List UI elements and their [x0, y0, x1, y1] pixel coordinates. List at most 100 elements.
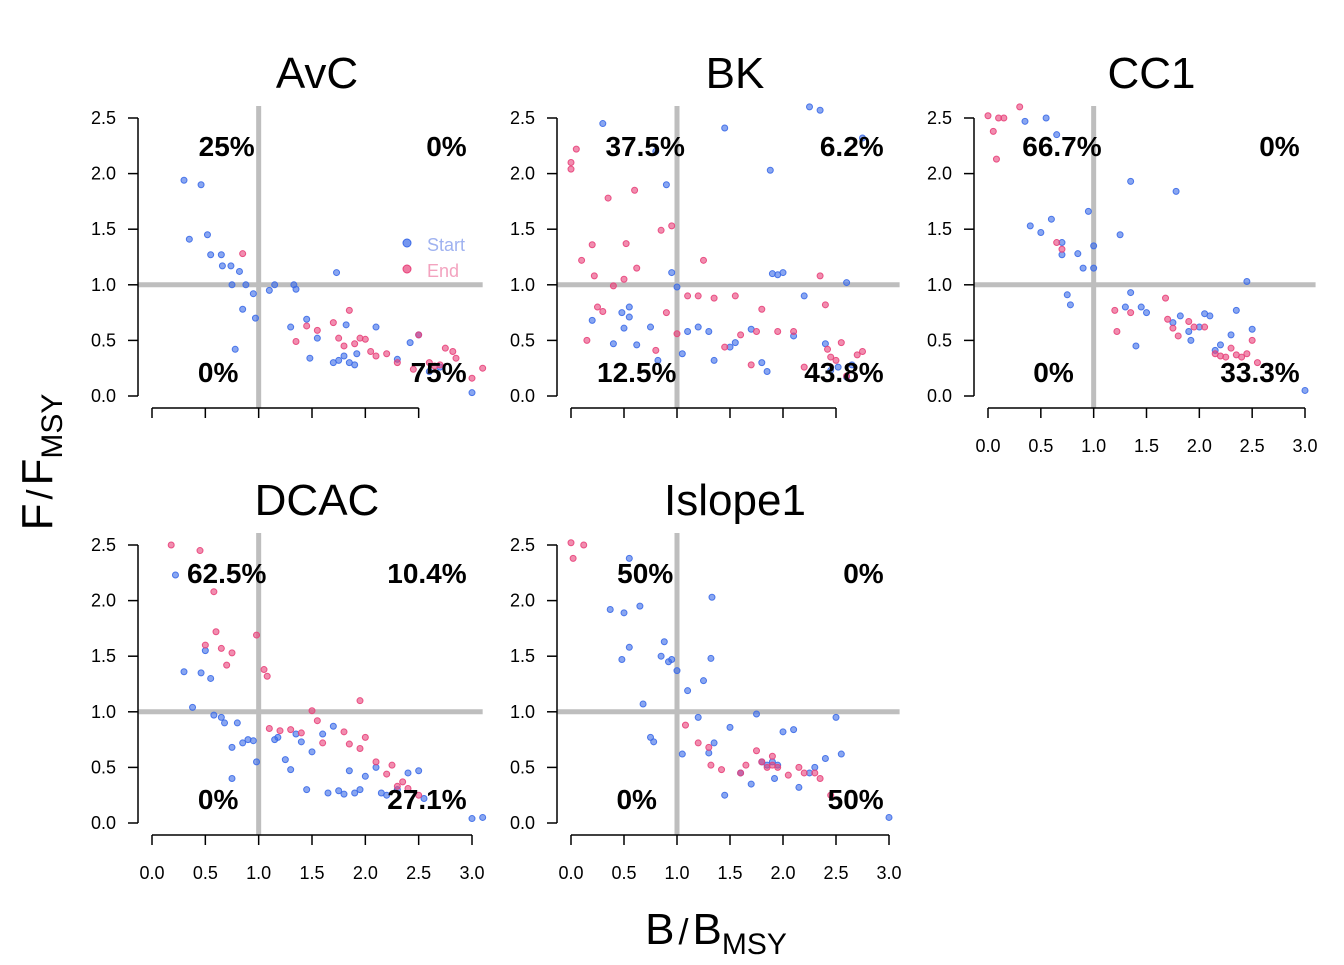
- x-tick-label: 3.0: [459, 863, 484, 883]
- data-point-start: [197, 181, 205, 189]
- data-point-start: [425, 368, 433, 376]
- data-point-end: [399, 778, 407, 786]
- data-point-end: [313, 326, 321, 334]
- data-point-end: [393, 359, 401, 367]
- data-point-start: [242, 281, 250, 289]
- data-point-start: [1021, 117, 1029, 125]
- data-point-start: [218, 262, 226, 270]
- data-point-end: [853, 351, 861, 359]
- data-point-start: [779, 269, 787, 277]
- y-tick-label: 0.5: [510, 330, 535, 350]
- data-point-start: [650, 738, 658, 746]
- data-point-end: [425, 359, 433, 367]
- data-point-start: [207, 674, 215, 682]
- data-point-end: [837, 339, 845, 347]
- data-point-start: [287, 323, 295, 331]
- data-point-end: [276, 727, 284, 735]
- panel-avc: AvC 0.0 0.5 1.0 1.5 2.0 2.5 25% 0% 0% 75% Start End: [91, 49, 487, 418]
- data-point-start: [274, 733, 282, 741]
- data-point-start: [231, 345, 239, 353]
- data-point-start: [249, 290, 257, 298]
- y-tick-label: 1.0: [510, 275, 535, 295]
- data-point-end: [604, 194, 612, 202]
- data-point-start: [625, 303, 633, 311]
- data-point-end: [609, 282, 617, 290]
- data-point-start: [329, 722, 337, 730]
- y-tick-label: 1.5: [91, 219, 116, 239]
- data-point-end: [212, 628, 220, 636]
- data-point-start: [1243, 277, 1251, 285]
- data-point-start: [383, 791, 391, 799]
- series-end: [167, 541, 423, 799]
- quadrant-label-top-right: 0%: [426, 131, 467, 162]
- data-point-start: [848, 361, 856, 369]
- data-point-end: [694, 739, 702, 747]
- data-point-end: [196, 547, 204, 555]
- quadrant-label-top-left: 25%: [199, 131, 255, 162]
- data-point-end: [1248, 336, 1256, 344]
- x-label-subscript: MSY: [722, 928, 787, 960]
- data-point-start: [335, 356, 343, 364]
- data-point-end: [620, 275, 628, 283]
- data-point-end: [253, 631, 261, 639]
- data-point-end: [393, 782, 401, 790]
- data-point-start: [239, 739, 247, 747]
- data-point-start: [404, 769, 412, 777]
- data-point-start: [342, 321, 350, 329]
- y-tick-label: 2.5: [91, 535, 116, 555]
- x-tick-label: 0.0: [139, 863, 164, 883]
- data-point-start: [678, 350, 686, 358]
- data-point-start: [654, 356, 662, 364]
- data-point-end: [567, 539, 575, 547]
- data-point-start: [180, 176, 188, 184]
- data-point-end: [441, 344, 449, 352]
- y-tick-label: 1.0: [91, 702, 116, 722]
- panel-title: DCAC: [255, 476, 380, 525]
- quadrant-label-top-left: 37.5%: [605, 131, 684, 162]
- data-point-end: [1016, 103, 1024, 111]
- panel-title: CC1: [1107, 49, 1195, 98]
- data-point-end: [662, 309, 670, 317]
- data-point-start: [345, 767, 353, 775]
- data-point-start: [333, 269, 341, 277]
- y-tick-label: 0.5: [91, 330, 116, 350]
- data-point-start: [1074, 250, 1082, 258]
- data-point-end: [1111, 306, 1119, 314]
- series-end: [239, 250, 487, 382]
- x-tick-label: 2.5: [406, 863, 431, 883]
- data-point-end: [356, 697, 364, 705]
- data-point-end: [1253, 359, 1261, 367]
- panel-title: BK: [706, 49, 765, 98]
- y-axis: 0.0 0.5 1.0 1.5 2.0 2.5: [91, 535, 139, 833]
- x-tick-label: 0.5: [611, 863, 636, 883]
- data-point-start: [185, 235, 193, 243]
- data-point-start: [189, 703, 197, 711]
- data-point-end: [590, 272, 598, 280]
- series-end: [567, 539, 835, 799]
- data-point-end: [303, 322, 311, 330]
- data-point-end: [989, 127, 997, 135]
- y-tick-label: 2.0: [927, 164, 952, 184]
- data-point-start: [228, 743, 236, 751]
- y-axis: 0.0 0.5 1.0 1.5 2.0 2.5: [510, 535, 558, 833]
- y-label-subscript: MSY: [36, 394, 69, 459]
- data-point-end: [1222, 353, 1230, 361]
- data-point-start: [221, 719, 229, 727]
- data-point-end: [681, 721, 689, 729]
- data-point-start: [766, 166, 774, 174]
- y-tick-label: 2.5: [927, 108, 952, 128]
- data-point-start: [1127, 289, 1135, 297]
- data-point-end: [1113, 328, 1121, 336]
- data-point-start: [885, 813, 893, 821]
- data-point-end: [622, 240, 630, 248]
- data-point-start: [1037, 229, 1045, 237]
- data-point-start: [678, 750, 686, 758]
- legend-marker-start: [402, 238, 412, 248]
- data-point-start: [303, 315, 311, 323]
- data-point-start: [1090, 242, 1098, 250]
- data-point-end: [578, 256, 586, 264]
- data-point-end: [694, 292, 702, 300]
- data-point-end: [784, 771, 792, 779]
- data-point-end: [239, 250, 247, 258]
- data-point-start: [1227, 331, 1235, 339]
